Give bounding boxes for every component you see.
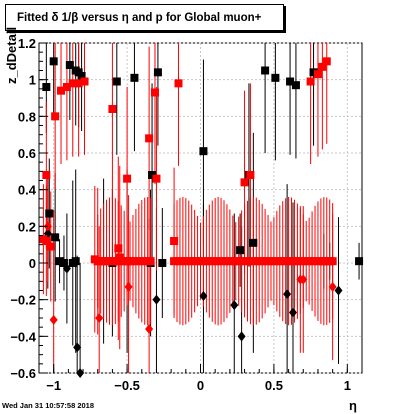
data-markers [39, 57, 364, 378]
data-point-square [51, 233, 60, 242]
data-point-square [153, 68, 162, 77]
data-point-square [108, 105, 117, 113]
data-point-square [309, 68, 318, 77]
data-point-square [261, 66, 270, 75]
data-point-square [59, 259, 68, 267]
y-tick-label: 0.2 [18, 219, 36, 234]
data-point-square [55, 257, 64, 266]
data-point-diamond [288, 307, 297, 318]
data-point-square [313, 70, 322, 79]
data-point-square [170, 237, 179, 245]
x-tick-label: −0.5 [114, 378, 140, 393]
y-tick-label: −0.2 [10, 293, 36, 308]
data-point-diamond [334, 285, 343, 296]
data-point-diamond [73, 342, 82, 353]
data-point-square [318, 62, 327, 71]
data-point-square [306, 77, 315, 86]
data-point-diamond [145, 324, 154, 334]
data-point-square [146, 257, 155, 266]
data-point-square [65, 61, 74, 69]
data-point-square [246, 171, 255, 179]
data-point-square [45, 209, 54, 218]
data-point-square [112, 77, 121, 86]
data-point-square [249, 238, 258, 247]
data-point-square [62, 83, 71, 91]
timestamp: Wed Jan 31 10:57:58 2018 [2, 401, 95, 410]
y-tick-label: −0.4 [10, 329, 36, 344]
data-point-square [240, 178, 249, 187]
y-tick-label: 0 [29, 256, 36, 271]
data-point-diamond [62, 263, 71, 274]
y-tick-label: 1.2 [18, 36, 36, 51]
data-point-diamond [199, 291, 208, 301]
data-point-square [236, 246, 245, 255]
data-point-square [291, 81, 300, 90]
data-point-square [68, 79, 77, 88]
x-tick-label: 0.5 [265, 378, 283, 393]
data-point-square [42, 171, 51, 179]
data-point-square [57, 86, 66, 95]
data-point-square [271, 73, 280, 82]
data-point-diamond [237, 331, 246, 342]
data-point-diamond [76, 368, 85, 378]
data-point-square [145, 134, 154, 143]
data-point-square [114, 244, 123, 253]
chart-title: Fitted δ 1/β versus η and p for Global m… [17, 12, 262, 24]
data-point-square [49, 57, 58, 66]
data-point-diamond [95, 313, 104, 323]
data-point-square [77, 72, 86, 80]
data-point-diamond [124, 281, 133, 292]
axes: −1 −0.5 0 0.5 1 −0.6 −0.4 −0.2 0 0.2 0.4 0.6 0.8 1 1.2 [10, 36, 363, 393]
data-point-square [130, 73, 139, 82]
data-point-square [148, 171, 157, 179]
data-point-square [51, 112, 60, 121]
data-point-square [42, 237, 51, 245]
data-point-square [199, 147, 208, 156]
data-point-square [328, 257, 337, 266]
y-tick-label: 1 [29, 73, 36, 88]
y-tick-label: 0.8 [18, 109, 36, 124]
data-point-square [286, 77, 295, 86]
data-point-square [42, 83, 51, 91]
data-point-square [80, 77, 89, 86]
y-tick-label: −0.6 [10, 366, 36, 381]
x-tick-label: 1 [344, 378, 351, 393]
data-point-square [152, 174, 161, 183]
data-point-diamond [152, 294, 161, 305]
data-point-square [46, 242, 55, 251]
data-point-square [71, 257, 80, 266]
x-tick-label: 0 [197, 378, 204, 393]
x-axis-label: η [349, 398, 357, 413]
data-point-square [158, 259, 167, 267]
data-point-diamond [283, 289, 292, 300]
data-point-diamond [49, 314, 58, 325]
data-point-diamond [328, 281, 337, 292]
data-point-square [174, 79, 183, 88]
y-tick-label: 0.6 [18, 146, 36, 161]
data-point-diamond [230, 300, 239, 311]
data-point-square [322, 57, 331, 66]
x-tick-label: −1 [46, 378, 61, 393]
data-point-square [150, 88, 159, 97]
data-point-diamond [299, 274, 308, 285]
y-tick-label: 0.4 [18, 183, 37, 198]
y-axis-label: z_dDetail [4, 26, 19, 84]
data-point-square [355, 257, 364, 266]
title-box: Fitted δ 1/β versus η and p for Global m… [5, 4, 284, 31]
data-point-square [123, 174, 132, 183]
data-point-square [74, 79, 83, 88]
